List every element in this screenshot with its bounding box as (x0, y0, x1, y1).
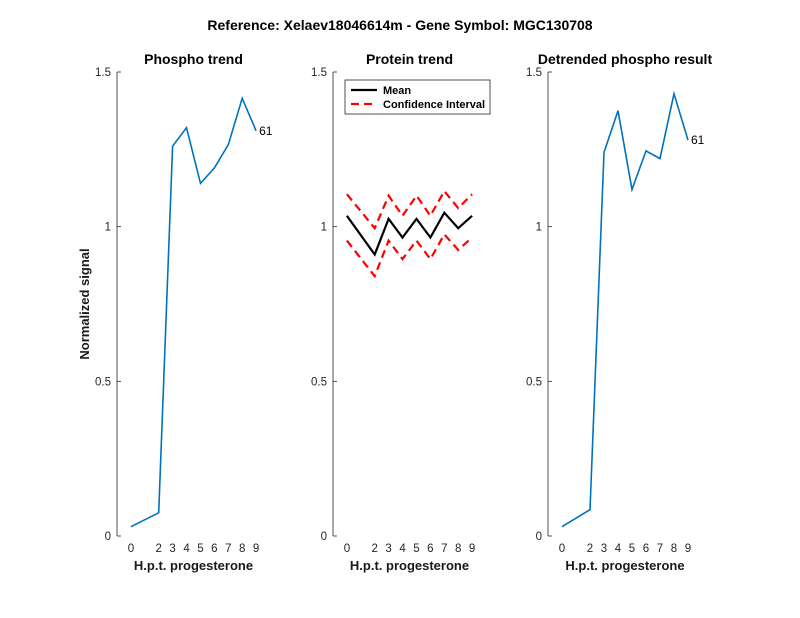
legend-label: Confidence Interval (383, 99, 485, 111)
x-tick-label: 6 (211, 543, 217, 555)
x-tick-label: 9 (685, 543, 691, 555)
x-tick-label: 3 (601, 543, 607, 555)
x-tick-label: 3 (385, 543, 391, 555)
y-tick-label: 0 (105, 531, 111, 543)
x-tick-label: 6 (643, 543, 649, 555)
x-tick-label: 7 (225, 543, 231, 555)
end-label: 61 (259, 124, 273, 138)
x-tick-label: 0 (128, 543, 134, 555)
y-tick-label: 0 (536, 531, 542, 543)
x-tick-label: 7 (441, 543, 447, 555)
y-tick-label: 1.5 (526, 67, 542, 79)
y-tick-label: 1 (536, 222, 542, 234)
figure-title: Reference: Xelaev18046614m - Gene Symbol… (207, 17, 592, 33)
legend-box (344, 79, 491, 115)
y-tick-label: 1 (105, 222, 111, 234)
y-tick-label: 1.5 (95, 67, 111, 79)
x-axis-label: H.p.t. progesterone (134, 558, 253, 573)
x-tick-label: 8 (239, 543, 245, 555)
chart-title: Protein trend (366, 51, 453, 67)
legend: Mean Confidence Interval (344, 79, 491, 115)
x-tick-label: 7 (657, 543, 663, 555)
x-tick-label: 8 (455, 543, 461, 555)
chart-panel-2: Protein trend 0 0.5 1 1.5 0 2 3 4 5 6 7 8 9H.p.t. pro… (311, 51, 491, 573)
series-line-2 (346, 189, 473, 231)
x-tick-label: 0 (559, 543, 565, 555)
x-tick-label: 2 (587, 543, 593, 555)
x-axis-label: H.p.t. progesterone (350, 558, 469, 573)
x-tick-label: 2 (156, 543, 162, 555)
chart-title: Detrended phospho result (538, 51, 713, 67)
chart-panel-1: Phospho trend 0 0.5 1 1.5 0 2 3 4 5 6 7 8 9H.p.t. pro… (77, 51, 273, 573)
series-line-1 (130, 95, 257, 528)
y-tick-label: 1.5 (311, 67, 327, 79)
y-axis-label: Normalized signal (77, 248, 92, 359)
y-tick-label: 1 (321, 222, 327, 234)
y-tick-label: 0.5 (95, 376, 111, 388)
x-tick-label: 0 (344, 543, 350, 555)
y-tick-label: 0 (321, 531, 327, 543)
x-tick-label: 5 (413, 543, 419, 555)
series-line-1 (346, 210, 473, 257)
x-tick-label: 4 (183, 543, 190, 555)
series-line-1 (561, 90, 689, 528)
x-axis-label: H.p.t. progesterone (565, 558, 684, 573)
y-tick-label: 0.5 (311, 376, 327, 388)
chart-panel-3: Detrended phospho result 0 0.5 1 1.5 0 2 3 4 5 6 7 8… (526, 51, 712, 573)
y-tick-label: 0.5 (526, 376, 542, 388)
x-tick-label: 2 (372, 543, 378, 555)
x-tick-label: 4 (615, 543, 622, 555)
x-tick-label: 5 (197, 543, 203, 555)
x-tick-label: 4 (399, 543, 406, 555)
end-label: 61 (691, 133, 705, 147)
x-tick-label: 8 (671, 543, 677, 555)
legend-label: Mean (383, 85, 411, 97)
series-line-3 (346, 232, 473, 279)
x-tick-label: 9 (253, 543, 259, 555)
x-tick-label: 3 (169, 543, 175, 555)
x-tick-label: 9 (469, 543, 475, 555)
x-tick-label: 6 (427, 543, 433, 555)
x-tick-label: 5 (629, 543, 635, 555)
chart-title: Phospho trend (144, 51, 243, 67)
